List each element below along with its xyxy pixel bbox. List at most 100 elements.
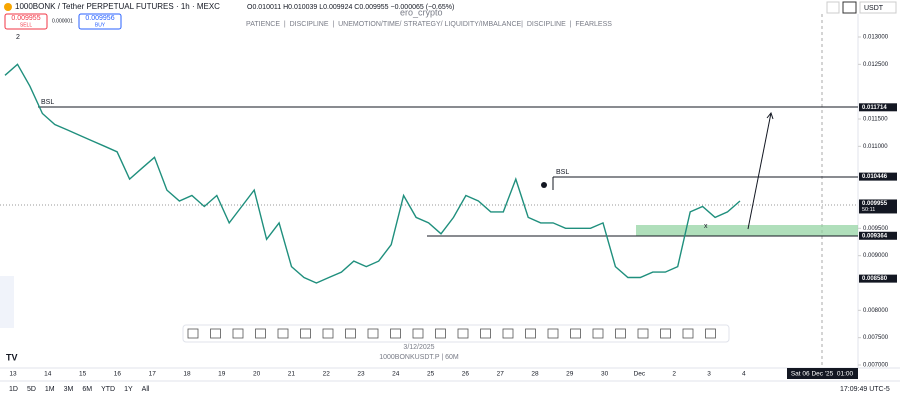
side-toolbar[interactable] xyxy=(0,276,14,328)
sell-label: SELL xyxy=(20,22,32,28)
price-marker xyxy=(859,199,897,214)
drawing-tool[interactable] xyxy=(390,328,401,339)
drawing-tool[interactable] xyxy=(345,328,356,339)
currency-select[interactable] xyxy=(859,1,897,14)
buy-price: 0.009956 xyxy=(85,15,114,22)
price-tick-label: 0.009000 xyxy=(863,253,889,259)
indicator-count[interactable]: 2 xyxy=(16,34,20,41)
drawing-tool[interactable] xyxy=(457,328,469,339)
x-mark: x xyxy=(704,223,708,230)
drawing-tool[interactable] xyxy=(502,328,514,339)
price-marker-label: 0.009364 xyxy=(862,233,888,239)
buy-label: BUY xyxy=(95,22,106,28)
price-marker xyxy=(859,231,897,240)
time-tick-label: 28 xyxy=(531,371,539,378)
time-tick-label: 17 xyxy=(149,371,157,378)
time-tick-label: 25 xyxy=(427,371,435,378)
drawing-tool[interactable] xyxy=(592,328,604,339)
imbalance-zone xyxy=(636,225,858,236)
drawing-tool[interactable] xyxy=(480,328,491,339)
tv-logo: TV xyxy=(6,352,18,362)
drawing-tool[interactable] xyxy=(637,328,649,339)
time-tick-label: 24 xyxy=(392,371,400,378)
drawing-tool[interactable] xyxy=(435,328,446,339)
spread: 0.000001 xyxy=(52,18,73,24)
drawing-tool[interactable] xyxy=(300,328,311,339)
buy-button[interactable] xyxy=(78,13,122,30)
ohlc: O0.010011 H0.010039 L0.009924 C0.009955 … xyxy=(247,4,454,11)
range-button[interactable]: 1M xyxy=(45,386,55,393)
range-button[interactable]: 1Y xyxy=(124,386,133,393)
drawing-tool[interactable] xyxy=(322,328,334,339)
cursor-time: Sat 06 Dec '25 01:00 xyxy=(791,371,854,378)
price-tick-label: 0.011500 xyxy=(863,117,888,123)
time-tick-label: 27 xyxy=(497,371,505,378)
price-marker-label: 0.009955 xyxy=(862,201,888,207)
cursor-time-box xyxy=(787,368,858,379)
drawing-tool[interactable] xyxy=(367,328,379,339)
drawing-tool[interactable] xyxy=(705,328,716,339)
price-marker-label: 0.010446 xyxy=(862,174,888,180)
price-tick-label: 0.012500 xyxy=(863,62,889,68)
range-button[interactable]: 6M xyxy=(82,386,92,393)
time-tick-label: 18 xyxy=(183,371,191,378)
drawing-tool[interactable] xyxy=(232,328,244,339)
drawing-tool[interactable] xyxy=(547,328,559,339)
price-marker xyxy=(859,103,897,112)
drawing-tool[interactable] xyxy=(187,328,199,339)
time-tick-label: 2 xyxy=(672,371,676,378)
sell-button[interactable] xyxy=(4,13,48,30)
time-tick-label: 19 xyxy=(218,371,226,378)
price-marker xyxy=(859,172,897,181)
currency[interactable]: USDT xyxy=(864,5,884,12)
time-tick-label: 26 xyxy=(462,371,470,378)
price-tick-label: 0.011000 xyxy=(863,144,888,150)
price-tick-label: 0.007500 xyxy=(863,335,889,341)
range-button[interactable]: 5D xyxy=(27,386,36,393)
symbol-title[interactable]: 1000BONK / Tether PERPETUAL FUTURES · 1h… xyxy=(15,2,220,11)
bsl-label: BSL xyxy=(556,169,569,176)
drawing-tool[interactable] xyxy=(570,328,581,339)
time-tick-label: 23 xyxy=(357,371,365,378)
drawing-tool[interactable] xyxy=(210,328,221,339)
time-tick-label: 30 xyxy=(601,371,609,378)
price-tick-label: 0.008000 xyxy=(863,308,889,314)
time-tick-label: 16 xyxy=(114,371,122,378)
price-tick-label: 0.013000 xyxy=(863,35,889,41)
time-tick-label: Dec xyxy=(634,371,646,378)
drawing-tool[interactable] xyxy=(660,328,671,339)
range-button[interactable]: 3M xyxy=(64,386,74,393)
chart-symbol: 1000BONKUSDT.P | 60M xyxy=(379,354,459,361)
countdown: 50:11 xyxy=(862,207,875,213)
price-marker xyxy=(859,274,897,283)
drawing-tool[interactable] xyxy=(615,328,626,339)
price-line xyxy=(4,63,741,284)
time-tick-label: 22 xyxy=(323,371,331,378)
price-tick-label: 0.007000 xyxy=(863,363,889,369)
drawing-tool[interactable] xyxy=(525,328,536,339)
drawing-toolbar[interactable] xyxy=(182,324,730,343)
time-tick-label: 4 xyxy=(742,371,746,378)
projection-arrow xyxy=(747,112,772,230)
price-tick-label: 0.009500 xyxy=(863,226,889,232)
time-tick-label: 21 xyxy=(288,371,296,378)
range-button[interactable]: YTD xyxy=(101,386,115,393)
download-button[interactable] xyxy=(826,1,840,14)
drawing-tool[interactable] xyxy=(277,328,289,339)
time-tick-label: 20 xyxy=(253,371,261,378)
chart-date: 3/12/2025 xyxy=(403,344,434,351)
drawing-tool[interactable] xyxy=(412,328,424,339)
motto: PATIENCE | DISCIPLINE | UNEMOTION/TIME/ … xyxy=(246,21,612,28)
time-tick-label: 29 xyxy=(566,371,574,378)
clock: 17:09:49 UTC-5 xyxy=(840,386,890,393)
screen-button[interactable] xyxy=(842,1,857,14)
arrow-head xyxy=(766,111,774,120)
range-button[interactable]: All xyxy=(142,386,150,393)
sell-price: 0.009955 xyxy=(11,15,40,22)
symbol-logo xyxy=(4,3,12,11)
drawing-tool[interactable] xyxy=(255,328,266,339)
drawing-tool[interactable] xyxy=(682,328,694,339)
price-marker-label: 0.008580 xyxy=(862,276,888,282)
range-button[interactable]: 1D xyxy=(9,386,18,393)
